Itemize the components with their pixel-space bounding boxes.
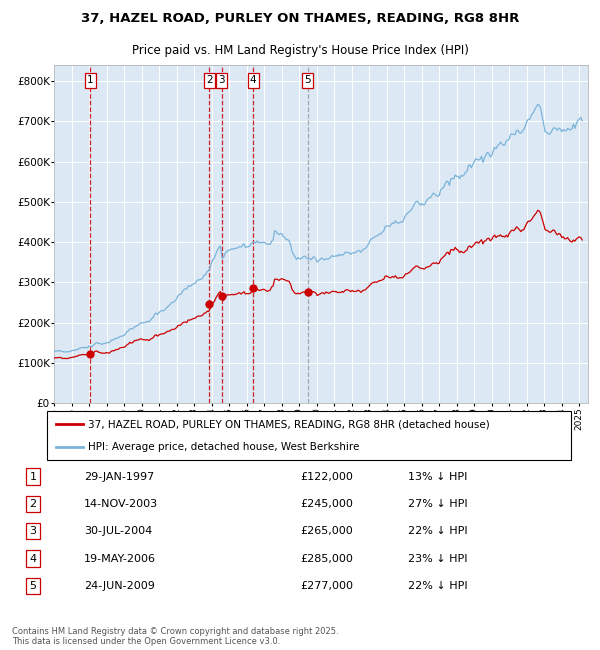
Text: 22% ↓ HPI: 22% ↓ HPI xyxy=(408,581,467,591)
Text: 1: 1 xyxy=(29,472,37,482)
Text: 5: 5 xyxy=(29,581,37,591)
Text: 3: 3 xyxy=(218,75,225,85)
Text: 22% ↓ HPI: 22% ↓ HPI xyxy=(408,526,467,536)
Text: £122,000: £122,000 xyxy=(300,472,353,482)
Text: 24-JUN-2009: 24-JUN-2009 xyxy=(84,581,155,591)
Text: £265,000: £265,000 xyxy=(300,526,353,536)
Text: £285,000: £285,000 xyxy=(300,554,353,564)
Text: 30-JUL-2004: 30-JUL-2004 xyxy=(84,526,152,536)
Text: Price paid vs. HM Land Registry's House Price Index (HPI): Price paid vs. HM Land Registry's House … xyxy=(131,44,469,57)
Text: 37, HAZEL ROAD, PURLEY ON THAMES, READING, RG8 8HR: 37, HAZEL ROAD, PURLEY ON THAMES, READIN… xyxy=(81,12,519,25)
Text: 27% ↓ HPI: 27% ↓ HPI xyxy=(408,499,467,509)
Text: £245,000: £245,000 xyxy=(300,499,353,509)
Text: 23% ↓ HPI: 23% ↓ HPI xyxy=(408,554,467,564)
Text: 4: 4 xyxy=(29,554,37,564)
Text: HPI: Average price, detached house, West Berkshire: HPI: Average price, detached house, West… xyxy=(88,442,359,452)
Text: 1: 1 xyxy=(87,75,94,85)
Text: 19-MAY-2006: 19-MAY-2006 xyxy=(84,554,156,564)
Text: 2: 2 xyxy=(206,75,212,85)
Text: 3: 3 xyxy=(29,526,37,536)
Text: Contains HM Land Registry data © Crown copyright and database right 2025.
This d: Contains HM Land Registry data © Crown c… xyxy=(12,627,338,646)
Text: £277,000: £277,000 xyxy=(300,581,353,591)
Text: 14-NOV-2003: 14-NOV-2003 xyxy=(84,499,158,509)
Text: 5: 5 xyxy=(304,75,311,85)
Text: 37, HAZEL ROAD, PURLEY ON THAMES, READING, RG8 8HR (detached house): 37, HAZEL ROAD, PURLEY ON THAMES, READIN… xyxy=(88,419,490,429)
Text: 13% ↓ HPI: 13% ↓ HPI xyxy=(408,472,467,482)
Text: 2: 2 xyxy=(29,499,37,509)
Text: 29-JAN-1997: 29-JAN-1997 xyxy=(84,472,154,482)
FancyBboxPatch shape xyxy=(47,411,571,460)
Text: 4: 4 xyxy=(250,75,257,85)
